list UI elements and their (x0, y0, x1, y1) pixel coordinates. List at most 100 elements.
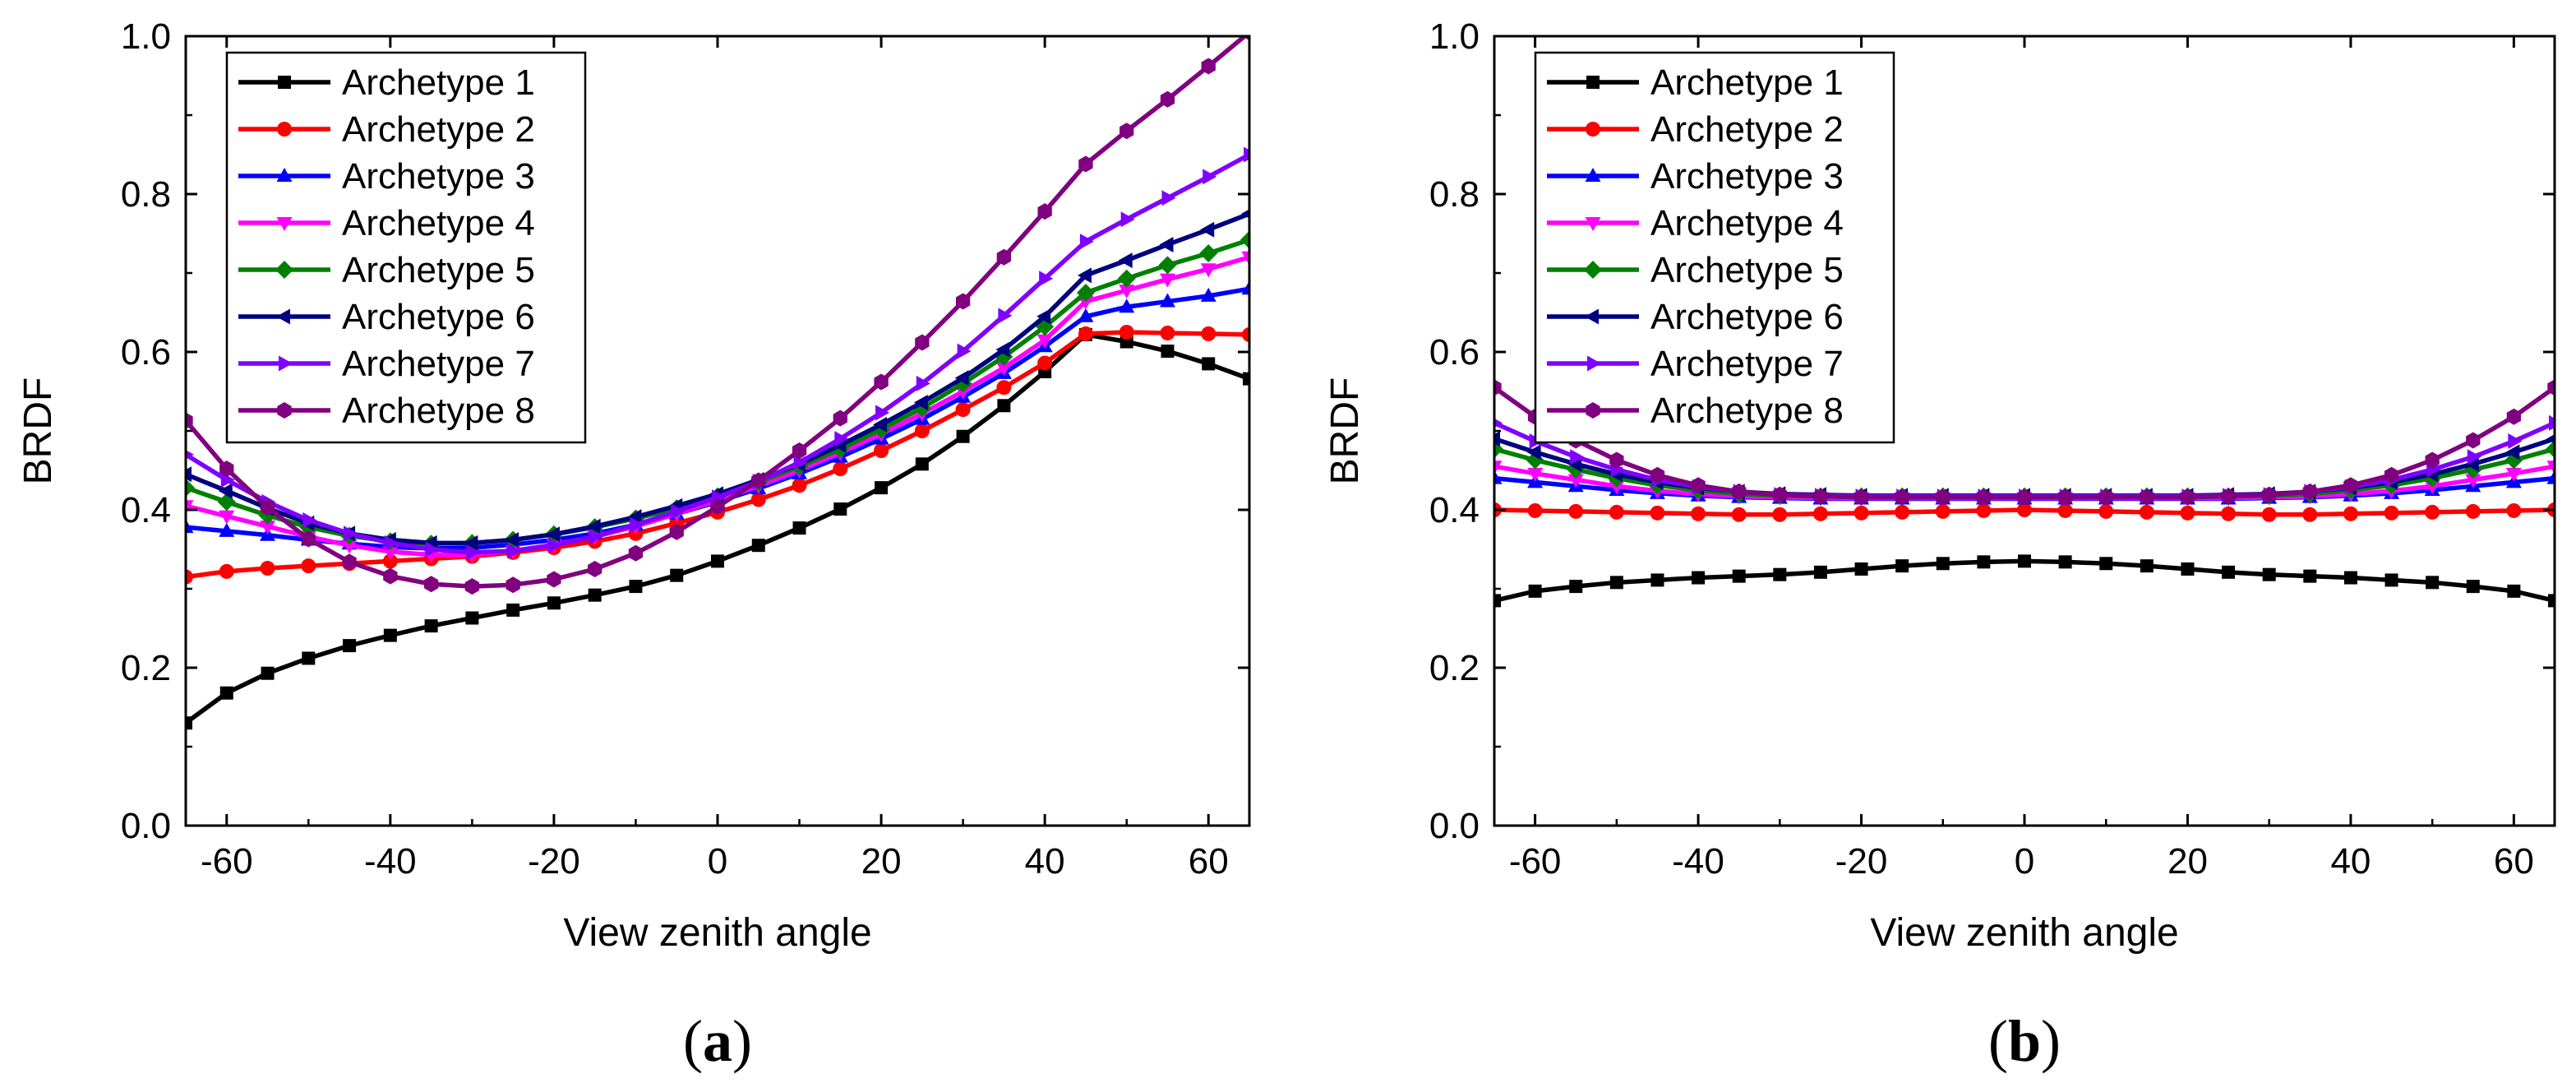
data-point (1650, 505, 1665, 521)
data-point (2261, 507, 2277, 522)
data-point (875, 481, 889, 495)
data-point (1117, 269, 1136, 288)
data-point (1160, 325, 1175, 340)
data-point (1528, 584, 1542, 598)
data-point (219, 461, 234, 478)
legend-marker (1586, 122, 1600, 137)
data-point (1895, 488, 1909, 506)
legend-entry: Archetype 3 (238, 156, 535, 197)
legend-marker (275, 261, 293, 279)
data-point (2466, 580, 2480, 594)
data-point (505, 531, 519, 548)
y-tick-label: 0.8 (1429, 174, 1480, 215)
legend-label: Archetype 1 (1650, 62, 1844, 103)
data-point (670, 568, 684, 582)
x-tick-label: 60 (2494, 841, 2534, 882)
data-point (1977, 555, 1991, 569)
data-point (1526, 444, 1541, 461)
data-point (547, 537, 562, 553)
legend-box (225, 51, 587, 444)
data-point (792, 478, 807, 493)
legend-marker (1585, 217, 1601, 231)
data-point (547, 596, 561, 610)
data-point (382, 553, 398, 569)
data-point (1609, 504, 1624, 520)
legend-marker (1585, 308, 1599, 325)
data-point (186, 479, 195, 498)
data-point (1119, 299, 1135, 313)
data-point (2384, 573, 2398, 587)
legend-marker (276, 308, 290, 325)
legend-entry: Archetype 7 (1547, 344, 1844, 384)
data-point (1976, 502, 1992, 518)
data-point (998, 308, 1013, 324)
data-point (1079, 234, 1094, 250)
data-point (2546, 434, 2555, 444)
legend-marker (1587, 355, 1601, 372)
data-point (1078, 295, 1094, 310)
x-tick-label: 20 (861, 841, 902, 882)
data-point (2343, 477, 2358, 494)
data-point (2465, 474, 2481, 488)
data-point (186, 466, 192, 483)
data-point (1609, 576, 1623, 590)
legend-label: Archetype 5 (342, 250, 535, 290)
data-point (343, 639, 357, 653)
data-point (219, 510, 235, 525)
data-point (1494, 379, 1502, 396)
data-point (955, 386, 972, 400)
data-point (995, 362, 1012, 377)
plot-area (1494, 379, 2555, 608)
data-point (2098, 503, 2114, 519)
legend-label: Archetype 2 (1650, 109, 1844, 150)
legend-entry: Archetype 5 (1547, 250, 1844, 290)
data-point (630, 516, 644, 533)
legend-label: Archetype 3 (342, 156, 535, 197)
x-tick-label: 40 (2330, 841, 2371, 882)
x-tick-label: -40 (364, 841, 417, 882)
data-point (2465, 503, 2481, 519)
data-point (1161, 345, 1175, 359)
data-point (2262, 486, 2277, 503)
legend-marker (1586, 76, 1600, 89)
y-tick-label: 0.6 (1429, 332, 1480, 373)
legend-entry: Archetype 7 (238, 344, 535, 384)
y-tick-label: 0.0 (1429, 806, 1480, 846)
data-point (954, 370, 969, 386)
data-point (916, 375, 930, 391)
data-point (466, 544, 481, 561)
data-point (875, 405, 890, 421)
y-tick-label: 1.0 (121, 16, 171, 57)
data-point (1201, 58, 1216, 75)
data-point (507, 543, 522, 559)
data-point (629, 580, 643, 594)
data-point (1119, 325, 1134, 340)
data-point (2426, 576, 2440, 590)
data-point (1691, 477, 1706, 494)
data-point (1494, 431, 1500, 447)
data-point (792, 521, 806, 535)
data-point (2546, 440, 2555, 459)
legend-marker (278, 76, 291, 89)
data-point (1609, 451, 1624, 469)
y-tick-label: 0.8 (121, 174, 171, 215)
data-point (2424, 480, 2440, 495)
series-2 (1494, 502, 2555, 522)
data-point (955, 402, 971, 418)
data-point (464, 535, 478, 551)
legend: Archetype 1 Archetype 2 Archetype 3 Archety… (1534, 51, 1895, 444)
data-point (1650, 573, 1664, 587)
data-point (915, 334, 930, 351)
legend-label: Archetype 8 (1650, 391, 1844, 431)
data-point (2466, 432, 2481, 449)
data-point (506, 603, 520, 617)
data-point (2506, 408, 2522, 425)
data-point (750, 492, 766, 507)
data-point (2343, 571, 2357, 585)
x-tick-label: -20 (528, 841, 580, 882)
y-tick-label: 0.4 (1429, 490, 1480, 530)
data-point (1936, 488, 1950, 506)
data-point (1158, 256, 1177, 275)
legend-label: Archetype 5 (1650, 250, 1844, 290)
legend-entry: Archetype 3 (1547, 156, 1844, 197)
